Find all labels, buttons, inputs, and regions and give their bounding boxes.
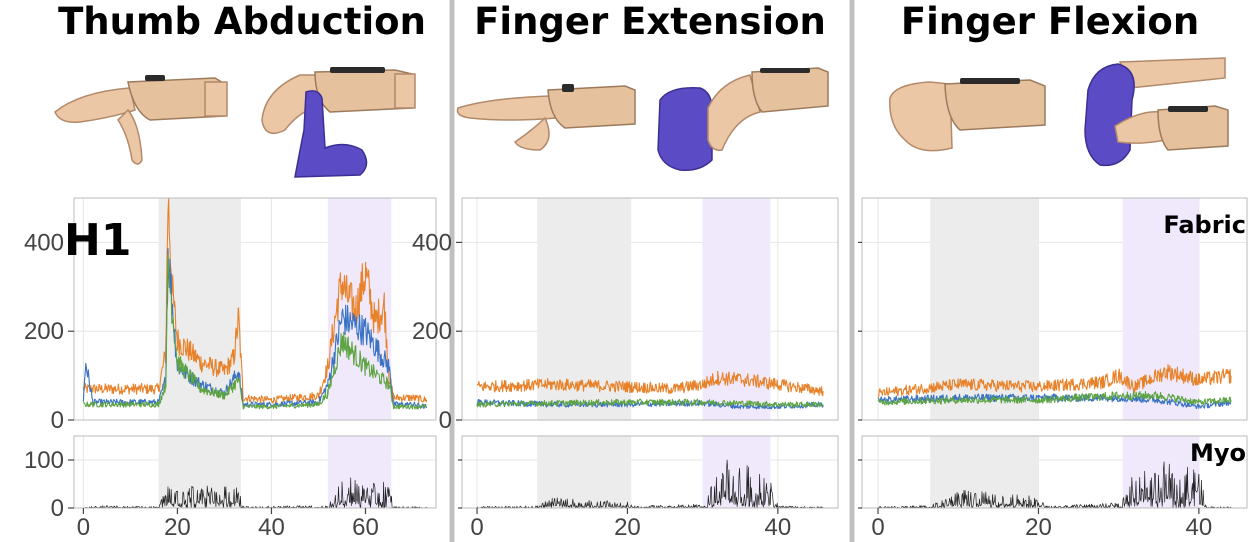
photo-thumb-pressed-by-gloved-finger <box>261 67 416 178</box>
y-tick-label: 200 <box>24 318 64 345</box>
photo-hand-fist <box>889 78 1046 152</box>
panel-title-finger-extension: Finger Extension <box>474 0 826 43</box>
y-tick-label: 100 <box>24 447 64 474</box>
photo-fingers-pressed-by-gloved-hand <box>657 67 829 172</box>
y-tick-label: 0 <box>439 407 452 434</box>
sensor-label-myo: Myo <box>1190 439 1246 467</box>
x-tick-label: 0 <box>470 514 483 541</box>
panel-title-finger-flexion: Finger Flexion <box>901 0 1199 43</box>
y-tick-label: 200 <box>412 318 452 345</box>
series-orange <box>82 197 428 404</box>
y-tick-label: 0 <box>51 407 64 434</box>
series-green <box>877 390 1232 406</box>
chart-finger-flexion-myo: 0 20 40 <box>858 435 1248 541</box>
x-tick-label: 40 <box>1186 514 1213 541</box>
series-orange <box>877 363 1232 398</box>
shaded-region-purple <box>702 198 771 420</box>
x-tick-label: 0 <box>871 514 884 541</box>
sensor-label-fabric: Fabric <box>1163 211 1246 239</box>
chart-finger-extension-myo: 0 20 40 <box>458 435 839 541</box>
x-tick-label: 0 <box>77 514 90 541</box>
chart-finger-flexion-fabric <box>858 197 1248 421</box>
photo-hand-thumb-abducted <box>54 75 228 165</box>
x-tick-label: 20 <box>614 514 641 541</box>
photo-fist-opened-by-gloved-hand <box>1084 57 1229 167</box>
x-tick-label: 20 <box>164 514 191 541</box>
y-tick-label: 400 <box>24 229 64 256</box>
chart-finger-extension-fabric: 0 200 400 <box>412 197 839 434</box>
x-tick-label: 40 <box>258 514 285 541</box>
x-tick-label: 60 <box>352 514 379 541</box>
photo-hand-fingers-extended <box>456 84 636 151</box>
chart-thumb-abduction-myo: 0 100 0 20 40 60 <box>24 435 437 541</box>
panel-title-thumb-abduction: Thumb Abduction <box>58 0 426 43</box>
shaded-region-gray <box>930 198 1039 420</box>
series-orange <box>476 370 824 397</box>
series-black <box>476 459 824 509</box>
series-blue <box>476 398 824 410</box>
row-label-h1: H1 <box>64 215 131 266</box>
y-tick-label: 0 <box>51 495 64 522</box>
y-tick-label: 400 <box>412 229 452 256</box>
series-green <box>476 398 824 408</box>
chart-thumb-abduction-fabric: 0 200 400 <box>24 197 437 434</box>
shaded-region-gray <box>537 436 632 508</box>
series-green <box>83 254 427 410</box>
x-tick-label: 20 <box>1025 514 1052 541</box>
x-tick-label: 40 <box>764 514 791 541</box>
